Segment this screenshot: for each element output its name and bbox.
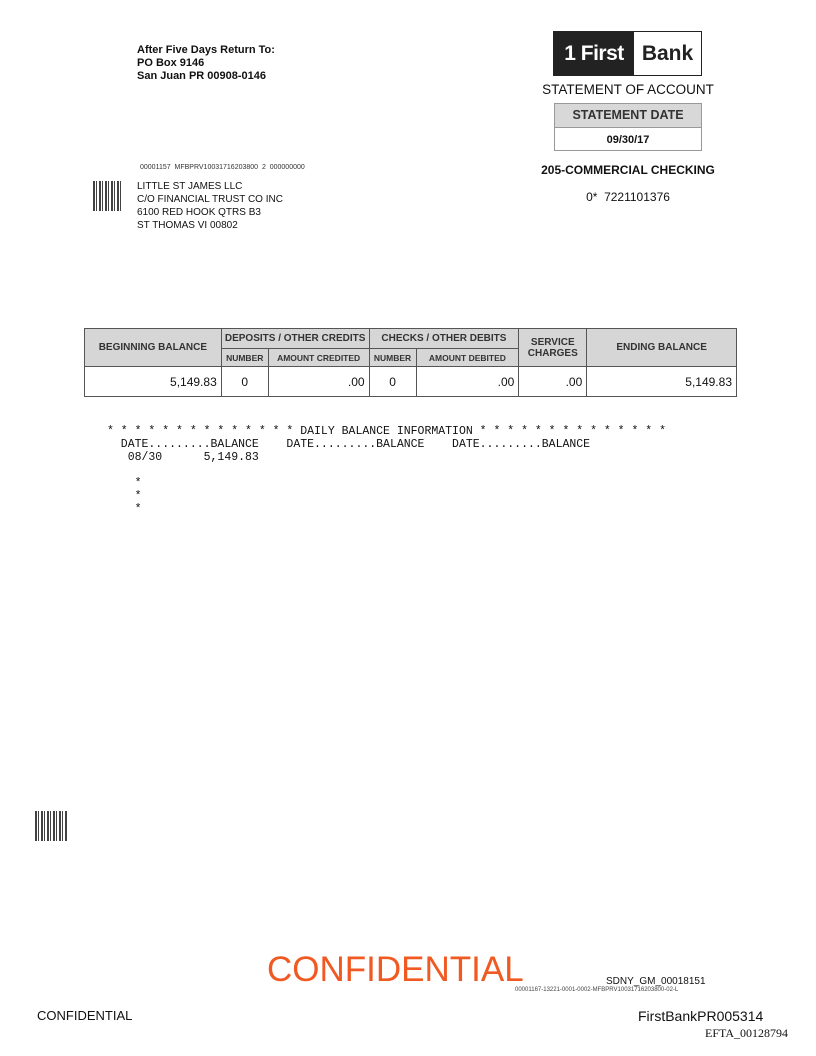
header-check-number: NUMBER bbox=[368, 348, 417, 367]
trailer-star: * bbox=[107, 477, 142, 490]
daily-balance-section: * * * * * * * * * * * * * * DAILY BALANC… bbox=[107, 425, 666, 516]
deposits-number: 0 bbox=[220, 366, 269, 397]
daily-balance-row: 08/30 5,149.83 bbox=[107, 451, 259, 464]
confidential-stamp: CONFIDENTIAL bbox=[267, 950, 524, 989]
header-checks: CHECKS / OTHER DEBITS bbox=[368, 328, 520, 349]
header-deposit-number: NUMBER bbox=[220, 348, 269, 367]
trailer-star: * bbox=[107, 490, 142, 503]
daily-balance-header: DATE.........BALANCE DATE.........BALANC… bbox=[107, 438, 591, 451]
table-row: 5,149.83 0 .00 0 .00 .00 5,149.83 bbox=[84, 366, 737, 397]
address-line: ST THOMAS VI 00802 bbox=[137, 220, 238, 231]
efta-bates: EFTA_00128794 bbox=[705, 1026, 789, 1040]
header-amount-debited: AMOUNT DEBITED bbox=[415, 348, 520, 367]
logo-right: Bank bbox=[641, 41, 694, 65]
header-service-charges: SERVICE CHARGES bbox=[518, 328, 588, 367]
return-line: San Juan PR 00908-0146 bbox=[137, 70, 267, 82]
confidential-label: CONFIDENTIAL bbox=[37, 1008, 133, 1023]
bank-logo: 1 First Bank bbox=[553, 31, 702, 76]
statement-date-box: STATEMENT DATE 09/30/17 bbox=[554, 103, 702, 151]
datamatrix-barcode-icon bbox=[93, 181, 123, 211]
address-line: C/O FINANCIAL TRUST CO INC bbox=[137, 194, 283, 205]
amount-debited: .00 bbox=[415, 366, 520, 397]
address-line: 6100 RED HOOK QTRS B3 bbox=[137, 207, 261, 218]
logo-left: 1 First bbox=[554, 32, 634, 75]
tiny-code: 00001167-13221-0001-0002-MFBPRV100317162… bbox=[515, 987, 679, 993]
checks-number: 0 bbox=[368, 366, 417, 397]
datamatrix-barcode-icon bbox=[35, 811, 67, 841]
account-type: 205-COMMERCIAL CHECKING bbox=[541, 163, 715, 177]
service-charges: .00 bbox=[518, 366, 588, 397]
account-number: 0* 7221101376 bbox=[586, 190, 670, 204]
header-deposits: DEPOSITS / OTHER CREDITS bbox=[220, 328, 370, 349]
statement-title: STATEMENT OF ACCOUNT bbox=[542, 82, 714, 97]
return-line: After Five Days Return To: bbox=[137, 44, 275, 56]
ending-balance: 5,149.83 bbox=[586, 366, 737, 397]
header-amount-credited: AMOUNT CREDITED bbox=[267, 348, 370, 367]
beginning-balance: 5,149.83 bbox=[84, 366, 222, 397]
header-beginning-balance: BEGINNING BALANCE bbox=[84, 328, 222, 367]
trailer-star: * bbox=[107, 503, 142, 516]
return-address: After Five Days Return To: PO Box 9146 S… bbox=[137, 44, 275, 83]
recipient-address: LITTLE ST JAMES LLC C/O FINANCIAL TRUST … bbox=[137, 180, 283, 232]
return-line: PO Box 9146 bbox=[137, 57, 205, 69]
statement-date-label: STATEMENT DATE bbox=[555, 104, 701, 128]
bank-bates: FirstBankPR005314 bbox=[638, 1008, 764, 1024]
address-line: LITTLE ST JAMES LLC bbox=[137, 181, 243, 192]
header-ending-balance: ENDING BALANCE bbox=[586, 328, 737, 367]
account-summary-table: BEGINNING BALANCE DEPOSITS / OTHER CREDI… bbox=[84, 328, 737, 397]
sdny-bates: SDNY_GM_00018151 bbox=[606, 976, 706, 987]
mail-code: 00001157 MFBPRV10031716203800 2 00000000… bbox=[140, 164, 305, 171]
daily-balance-title: * * * * * * * * * * * * * * DAILY BALANC… bbox=[107, 425, 666, 438]
amount-credited: .00 bbox=[267, 366, 370, 397]
statement-date-value: 09/30/17 bbox=[606, 134, 650, 146]
